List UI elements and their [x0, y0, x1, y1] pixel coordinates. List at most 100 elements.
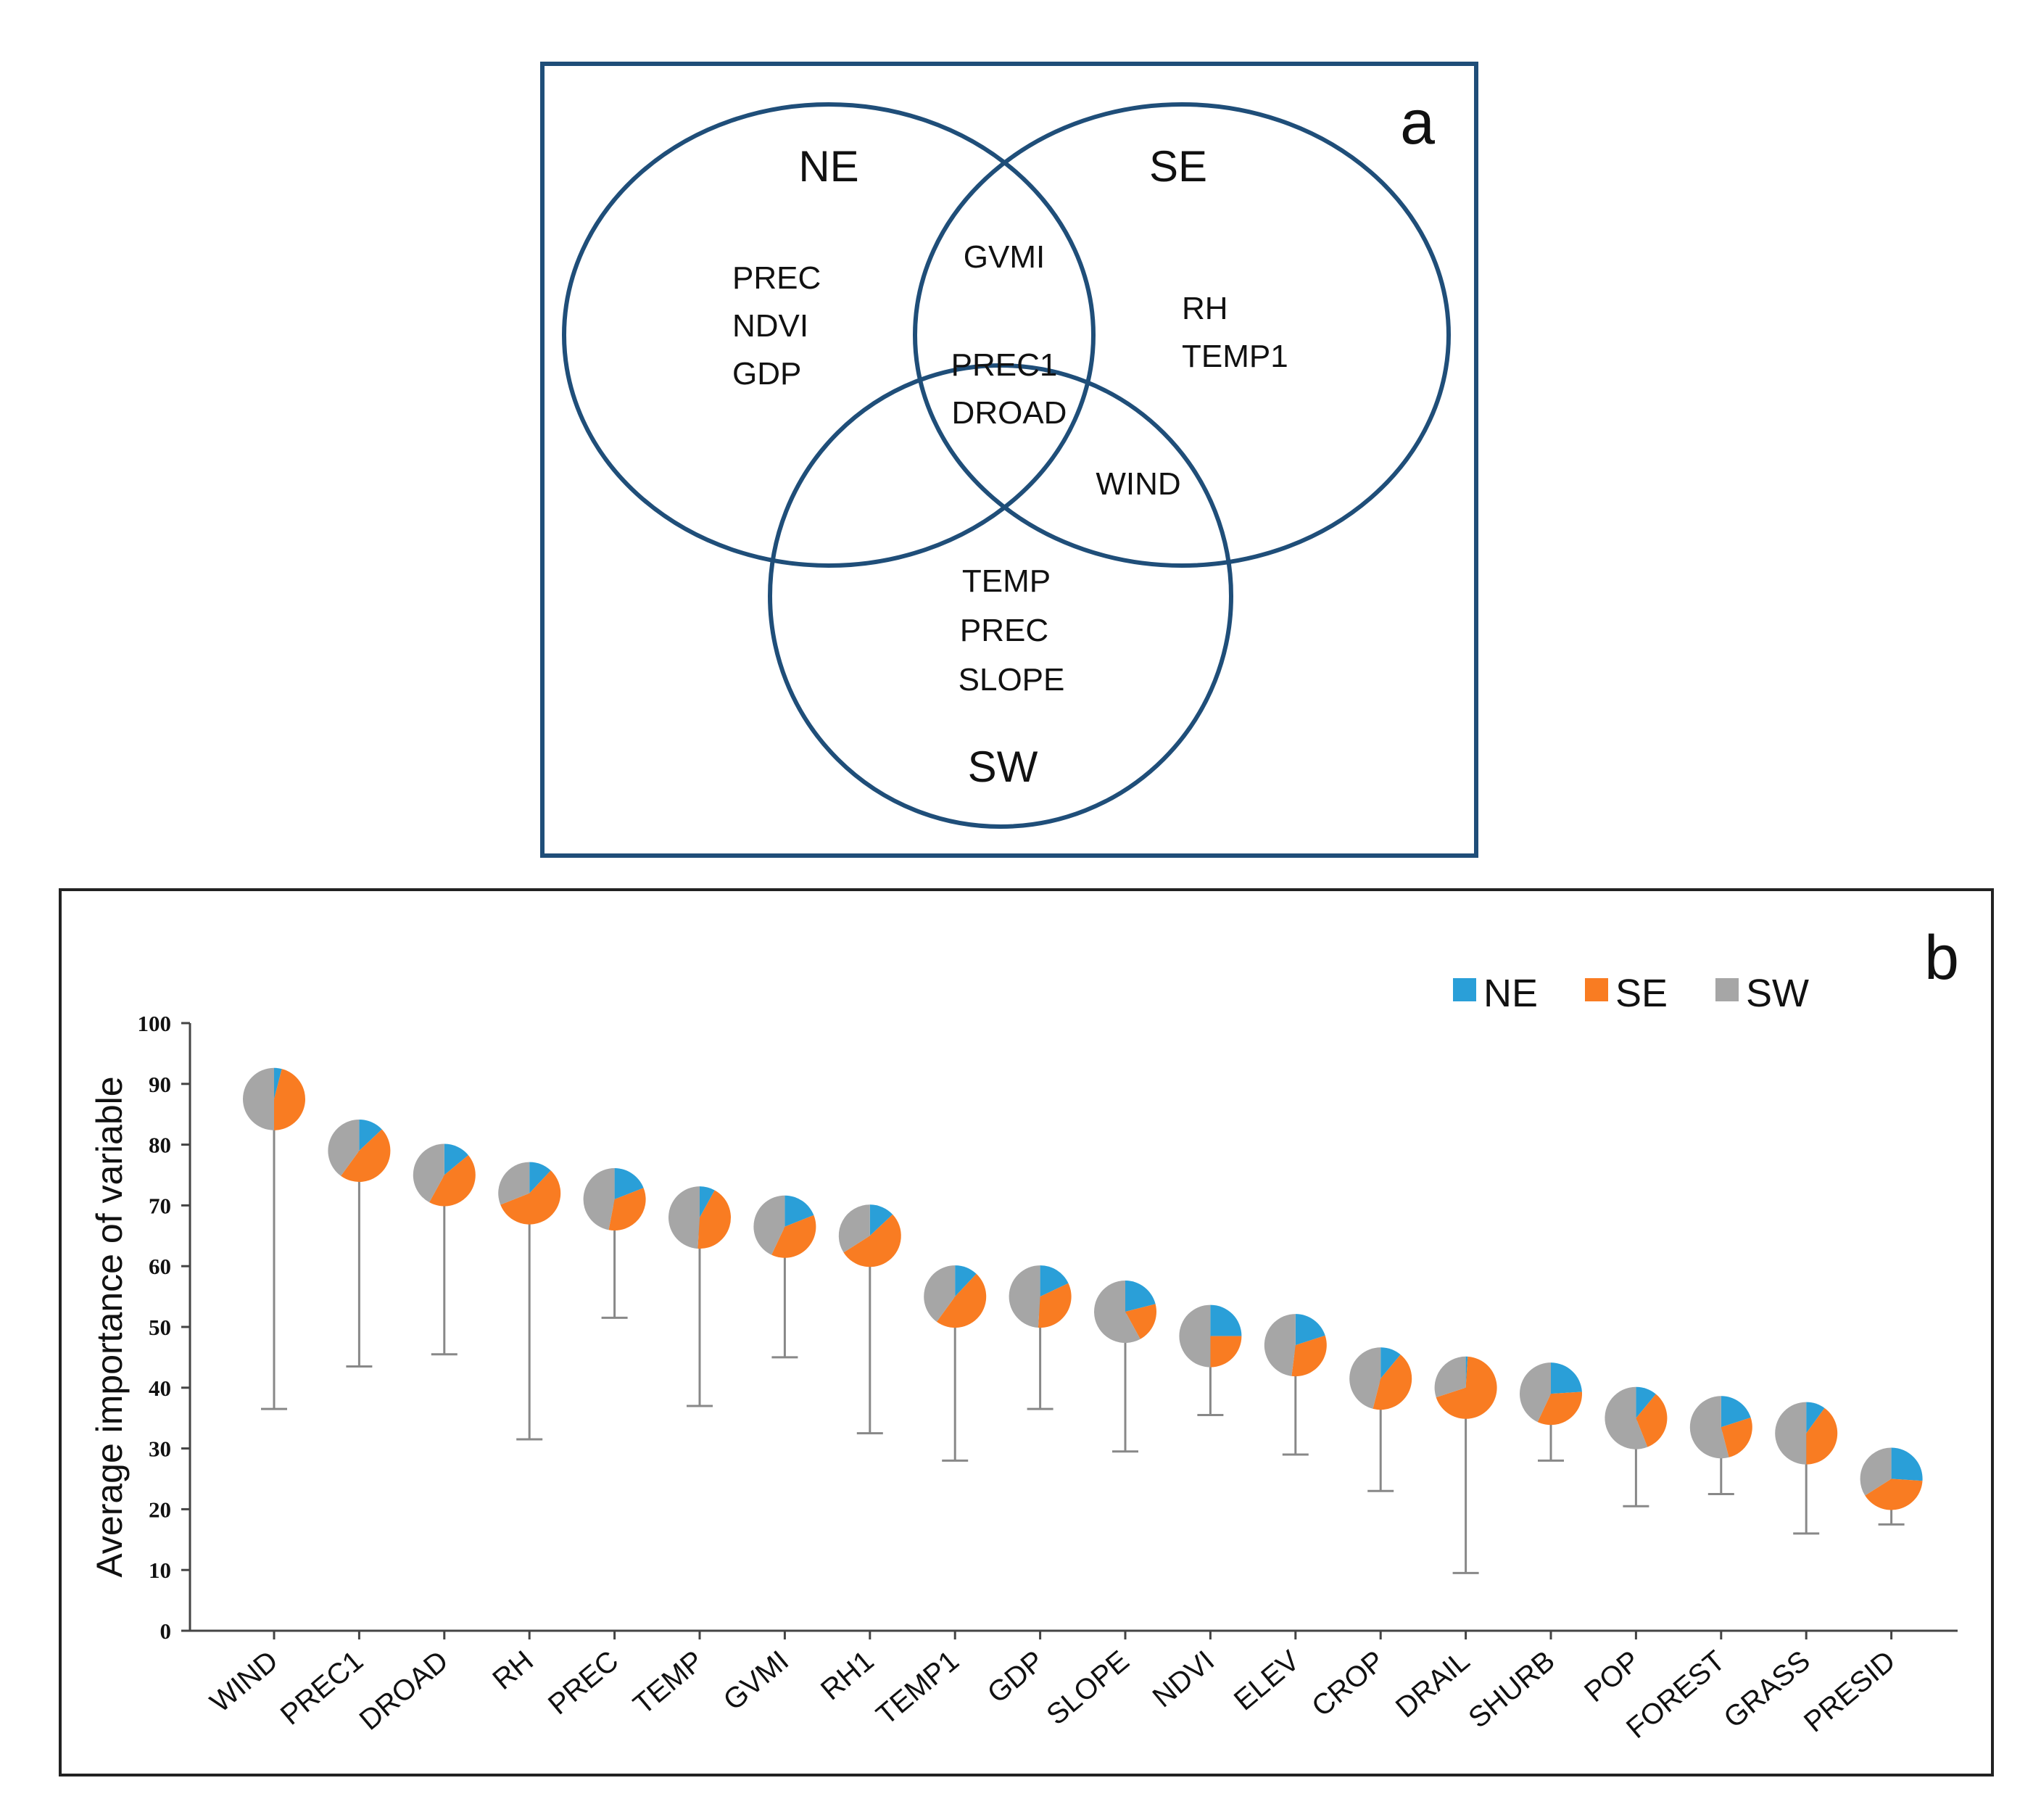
y-tick-label: 0 [160, 1618, 172, 1644]
pie-slice-se [500, 1170, 561, 1225]
pie-slice-sw [498, 1162, 530, 1205]
pie-slice-ne [1380, 1347, 1401, 1379]
x-tick-label: TEMP [627, 1645, 709, 1721]
pie-slice-se [1125, 1304, 1156, 1339]
pie-slice-ne [274, 1067, 282, 1099]
pie-slice-se [429, 1155, 476, 1207]
legend-label-sw: SW [1746, 972, 1809, 1015]
pie-slice-sw [1264, 1314, 1296, 1376]
venn-ne-only-item: PREC [732, 260, 821, 296]
pie-slice-sw [1009, 1265, 1040, 1328]
y-tick-label: 30 [149, 1436, 171, 1462]
x-tick-label: GRASS [1718, 1645, 1816, 1734]
venn-ne-only-item: GDP [732, 356, 801, 392]
x-tick-label: DRAIL [1390, 1645, 1476, 1724]
pie-slice-ne [1551, 1362, 1582, 1394]
pie-slice-sw [668, 1186, 700, 1249]
panel-b-label: b [1924, 923, 1959, 993]
x-tick-label: RH [487, 1645, 539, 1696]
y-axis-title: Average importance of variable [89, 1076, 130, 1577]
pie-slice-se [608, 1188, 646, 1231]
pie-slice-se [697, 1190, 732, 1249]
pie-slice-se [1721, 1417, 1752, 1457]
pie-slice-ne [700, 1186, 715, 1218]
panel-b: b NE SE SW Average importance of variabl… [59, 888, 1994, 1776]
legend: NE SE SW [1453, 972, 1809, 1015]
pie-slice-se [1210, 1336, 1242, 1368]
venn-se-only-item: RH [1182, 291, 1228, 326]
pie-slice-ne [1465, 1356, 1468, 1388]
x-tick-label: DROAD [354, 1645, 455, 1737]
pie-slice-sw [1775, 1402, 1807, 1465]
y-tick-label: 70 [149, 1193, 171, 1218]
legend-label-ne: NE [1483, 972, 1538, 1015]
pie-slice-sw [924, 1265, 956, 1322]
pie-slice-ne [1891, 1447, 1923, 1481]
venn-set-label-ne: NE [798, 142, 858, 191]
venn-sw-only-item: SLOPE [959, 662, 1065, 698]
pie-slice-ne [1806, 1402, 1825, 1434]
venn-all-three-item: DROAD [952, 395, 1067, 431]
venn-all-three-item: PREC1 [951, 347, 1058, 383]
pie-slice-se [1806, 1407, 1838, 1465]
y-tick-label: 40 [149, 1376, 171, 1401]
x-tick-label: ELEV [1228, 1645, 1306, 1717]
venn-se-sw-item: WIND [1096, 466, 1180, 502]
pie-slice-ne [444, 1143, 468, 1175]
x-tick-label: RH1 [815, 1645, 880, 1706]
x-tick-label: TEMP1 [871, 1645, 965, 1731]
y-tick-label: 100 [138, 1011, 172, 1036]
legend-swatch-se [1585, 978, 1608, 1001]
x-tick-label: SLOPE [1040, 1645, 1135, 1731]
pie-slice-se [1865, 1478, 1923, 1510]
legend-label-se: SE [1615, 972, 1668, 1015]
pie-slice-se [1291, 1335, 1327, 1377]
pie-slice-ne [1040, 1265, 1069, 1297]
venn-ne-se-item: GVMI [964, 239, 1045, 275]
pie-slice-ne [1210, 1304, 1242, 1336]
pie-slice-se [843, 1214, 901, 1267]
pie-slice-sw [243, 1067, 274, 1130]
panel-a-label: a [1400, 88, 1435, 157]
pie-slice-ne [869, 1204, 893, 1236]
venn-sw-only-item: PREC [960, 613, 1048, 648]
pie-slice-ne [1636, 1386, 1656, 1418]
pie-slice-sw [1434, 1356, 1466, 1398]
pie-slice-sw [753, 1195, 785, 1255]
venn-sw-only-item: TEMP [962, 563, 1051, 599]
y-tick-label: 80 [149, 1133, 171, 1158]
x-tick-label: SHURB [1462, 1645, 1561, 1734]
pie-slice-sw [1605, 1386, 1648, 1449]
pie-slice-sw [583, 1168, 615, 1230]
pie-slice-ne [1721, 1396, 1751, 1428]
pie-slice-se [1436, 1356, 1497, 1419]
pie-slice-sw [838, 1204, 870, 1253]
pie-slice-ne [614, 1168, 644, 1200]
panel-a: a NE SE SW PREC NDVI GDP GVMI RH TEMP1 P… [540, 62, 1478, 858]
venn-ne-only-item: NDVI [732, 308, 808, 344]
x-tick-label: CROP [1306, 1645, 1391, 1723]
pie-slice-ne [784, 1195, 814, 1227]
pie-slice-ne [955, 1265, 977, 1297]
pie-slice-ne [359, 1119, 382, 1151]
y-tick-label: 20 [149, 1497, 171, 1522]
venn-circle-ne [562, 102, 1096, 568]
pie-slice-sw [1094, 1281, 1140, 1344]
pie-slice-sw [413, 1143, 444, 1203]
x-tick-label: GDP [982, 1645, 1051, 1709]
pie-slice-sw [1520, 1362, 1551, 1423]
pie-slice-se [1636, 1394, 1668, 1447]
panel-a-frame [540, 62, 1478, 858]
legend-swatch-sw [1715, 978, 1739, 1001]
x-tick-label: WIND [204, 1645, 284, 1718]
y-tick-label: 10 [149, 1558, 171, 1583]
x-tick-label: GVMI [718, 1645, 795, 1716]
venn-circle-se [913, 102, 1451, 568]
x-tick-label: NDVI [1147, 1645, 1220, 1713]
pie-slice-sw [1860, 1447, 1892, 1496]
pie-slice-ne [529, 1162, 551, 1194]
x-tick-label: PRESID [1798, 1645, 1901, 1738]
pie-slice-sw [328, 1119, 360, 1176]
pie-slice-se [274, 1069, 305, 1130]
